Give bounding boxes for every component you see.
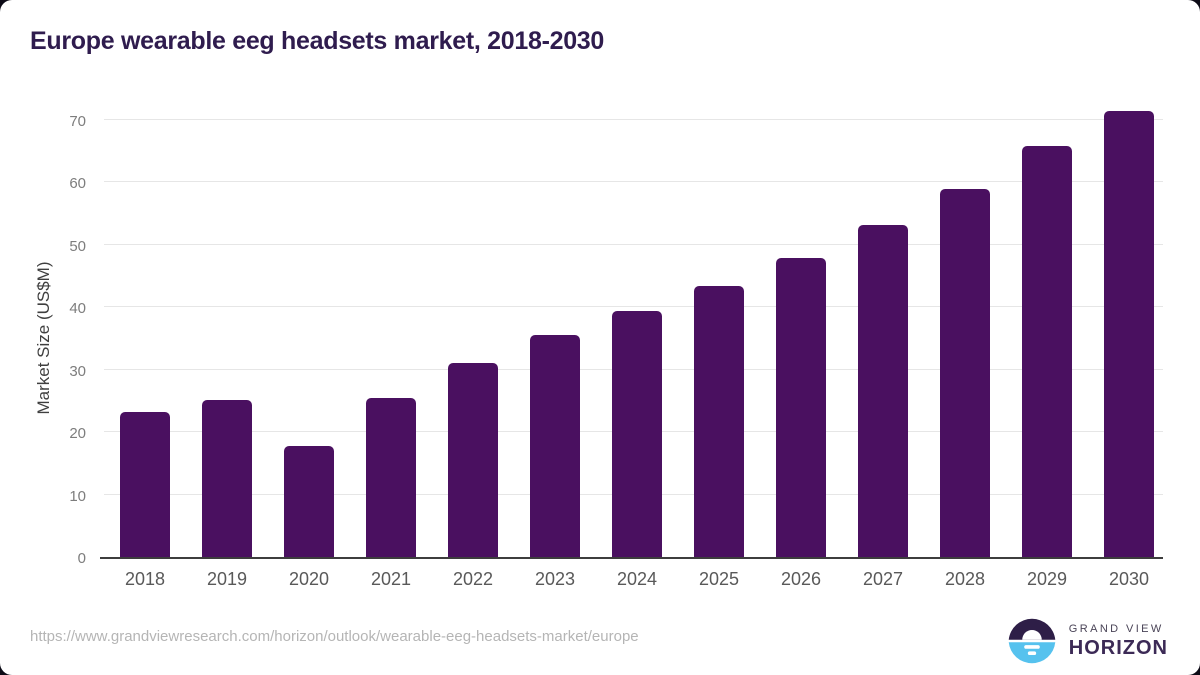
y-tick-10: 10 [69, 487, 86, 505]
bar-2020 [284, 445, 334, 557]
x-label-2026: 2026 [780, 569, 822, 589]
bar-2019 [202, 400, 252, 557]
x-label-2027: 2027 [862, 569, 904, 589]
bar-2027 [858, 224, 908, 557]
y-tick-0: 0 [77, 550, 86, 567]
gridline-40 [104, 306, 1163, 308]
logo-line1: GRAND VIEW [1068, 622, 1164, 635]
bar-2021 [366, 398, 416, 557]
y-tick-30: 30 [69, 362, 86, 380]
x-label-2021: 2021 [370, 569, 412, 589]
x-label-2024: 2024 [616, 569, 658, 589]
bar-2018 [120, 412, 170, 557]
gridline-70 [104, 119, 1163, 120]
brand-logo: GRAND VIEW HORIZON [1006, 615, 1168, 667]
bar-2025 [694, 286, 744, 557]
y-axis-title: Market Size (US$M) [34, 261, 53, 415]
x-label-2019: 2019 [206, 569, 248, 589]
bar-2029 [1022, 145, 1072, 557]
bar-2026 [776, 258, 826, 557]
x-label-2025: 2025 [698, 569, 740, 589]
y-tick-60: 60 [69, 175, 86, 193]
x-label-2022: 2022 [452, 569, 494, 589]
gridline-50 [104, 243, 1163, 245]
brand-logo-text: GRAND VIEW HORIZON [1069, 623, 1168, 660]
gridline-60 [104, 181, 1163, 183]
bar-2023 [530, 335, 580, 557]
y-tick-20: 20 [69, 425, 86, 443]
y-tick-70: 70 [69, 113, 86, 130]
bar-2028 [940, 188, 990, 557]
chart-title: Europe wearable eeg headsets market, 201… [30, 27, 605, 55]
x-label-2023: 2023 [534, 569, 576, 589]
x-axis-labels: 2018 2019 2020 2021 2022 2023 2024 2025 2026 2027… [100, 569, 1163, 590]
x-label-2018: 2018 [124, 569, 166, 589]
bar-2024 [612, 311, 662, 557]
source-url: https://www.grandviewresearch.com/horizo… [30, 628, 639, 645]
x-label-2028: 2028 [944, 569, 986, 589]
horizon-sun-icon [1008, 618, 1056, 664]
logo-line2: HORIZON [1068, 636, 1168, 659]
bar-2022 [448, 362, 498, 557]
x-label-2030: 2030 [1108, 569, 1150, 589]
bar-2030 [1104, 110, 1154, 557]
x-label-2029: 2029 [1026, 569, 1068, 589]
y-tick-40: 40 [69, 300, 86, 318]
x-label-2020: 2020 [288, 569, 330, 589]
bar-series [100, 110, 1163, 557]
plot-area [100, 110, 1163, 559]
y-tick-50: 50 [69, 237, 86, 255]
